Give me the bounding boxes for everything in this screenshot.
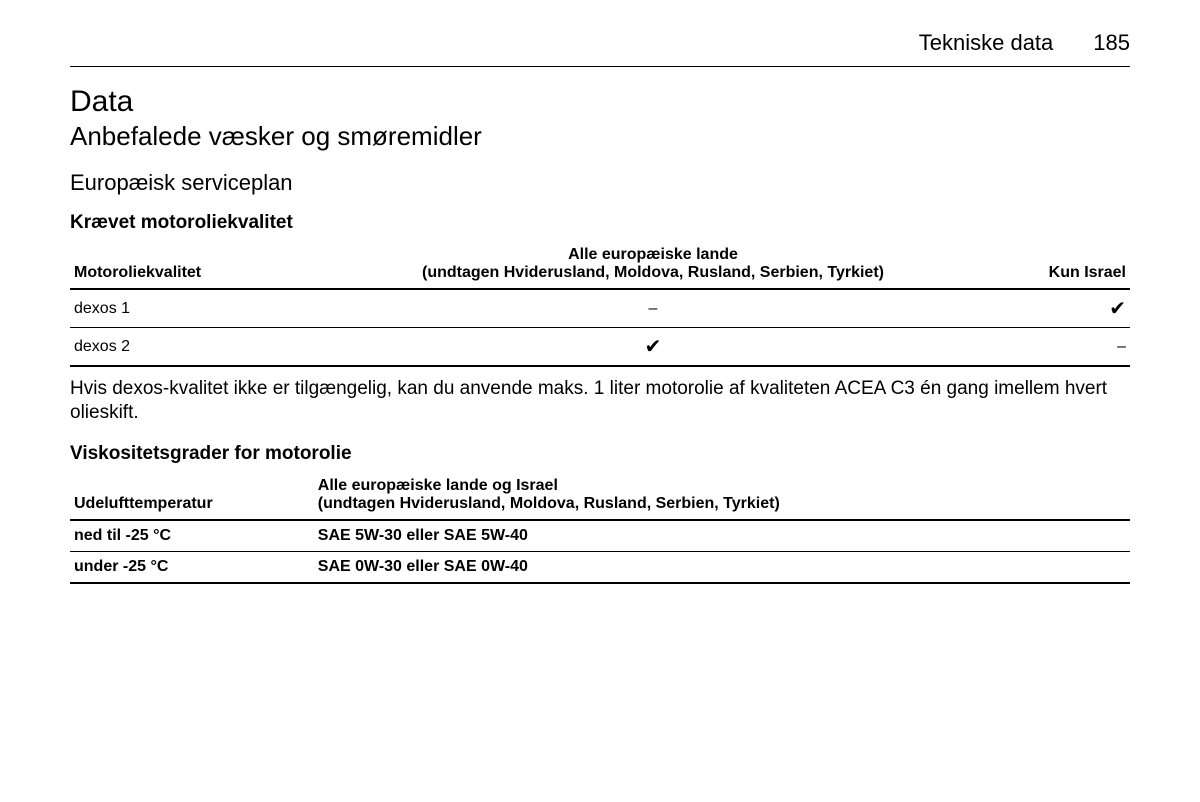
- t2-head-temp: Udelufttemperatur: [70, 471, 314, 520]
- page-number: 185: [1093, 30, 1130, 56]
- t1-r1-c3: –: [939, 328, 1130, 367]
- oil-note: Hvis dexos-kvalitet ikke er tilgængelig,…: [70, 377, 1130, 425]
- table-row: under -25 °C SAE 0W-30 eller SAE 0W-40: [70, 551, 1130, 583]
- viscosity-table: Udelufttemperatur Alle europæiske lande …: [70, 471, 1130, 584]
- heading-oil-quality: Krævet motoroliekvalitet: [70, 212, 1130, 234]
- t1-head-europe-l2: (undtagen Hviderusland, Moldova, Rusland…: [371, 264, 935, 282]
- t1-head-europe: Alle europæiske lande (undtagen Hviderus…: [367, 240, 939, 289]
- t2-head-region-l1: Alle europæiske lande og Israel: [318, 477, 1126, 495]
- heading-fluids: Anbefalede væsker og smøremidler: [70, 121, 1130, 152]
- t1-r0-c2: –: [367, 289, 939, 328]
- t2-r1-c1: under -25 °C: [70, 551, 314, 583]
- t1-r1-c2: ✔: [367, 328, 939, 367]
- heading-data: Data: [70, 85, 1130, 119]
- t2-r1-c2: SAE 0W-30 eller SAE 0W-40: [314, 551, 1130, 583]
- t1-r0-c3: ✔: [939, 289, 1130, 328]
- t1-head-israel: Kun Israel: [939, 240, 1130, 289]
- page-header: Tekniske data 185: [70, 30, 1130, 67]
- t1-head-europe-l1: Alle europæiske lande: [371, 246, 935, 264]
- table-row: ned til -25 °C SAE 5W-30 eller SAE 5W-40: [70, 520, 1130, 552]
- table-row: dexos 1 – ✔: [70, 289, 1130, 328]
- oil-quality-table: Motoroliekvalitet Alle europæiske lande …: [70, 240, 1130, 367]
- heading-viscosity: Viskositetsgrader for motorolie: [70, 443, 1130, 465]
- t1-r0-c1: dexos 1: [70, 289, 367, 328]
- table-row: dexos 2 ✔ –: [70, 328, 1130, 367]
- t2-head-region: Alle europæiske lande og Israel (undtage…: [314, 471, 1130, 520]
- t2-r0-c1: ned til -25 °C: [70, 520, 314, 552]
- t2-r0-c2: SAE 5W-30 eller SAE 5W-40: [314, 520, 1130, 552]
- t1-r1-c1: dexos 2: [70, 328, 367, 367]
- heading-serviceplan: Europæisk serviceplan: [70, 170, 1130, 196]
- t2-head-region-l2: (undtagen Hviderusland, Moldova, Rusland…: [318, 495, 1126, 513]
- t1-head-quality: Motoroliekvalitet: [70, 240, 367, 289]
- section-title: Tekniske data: [919, 30, 1054, 56]
